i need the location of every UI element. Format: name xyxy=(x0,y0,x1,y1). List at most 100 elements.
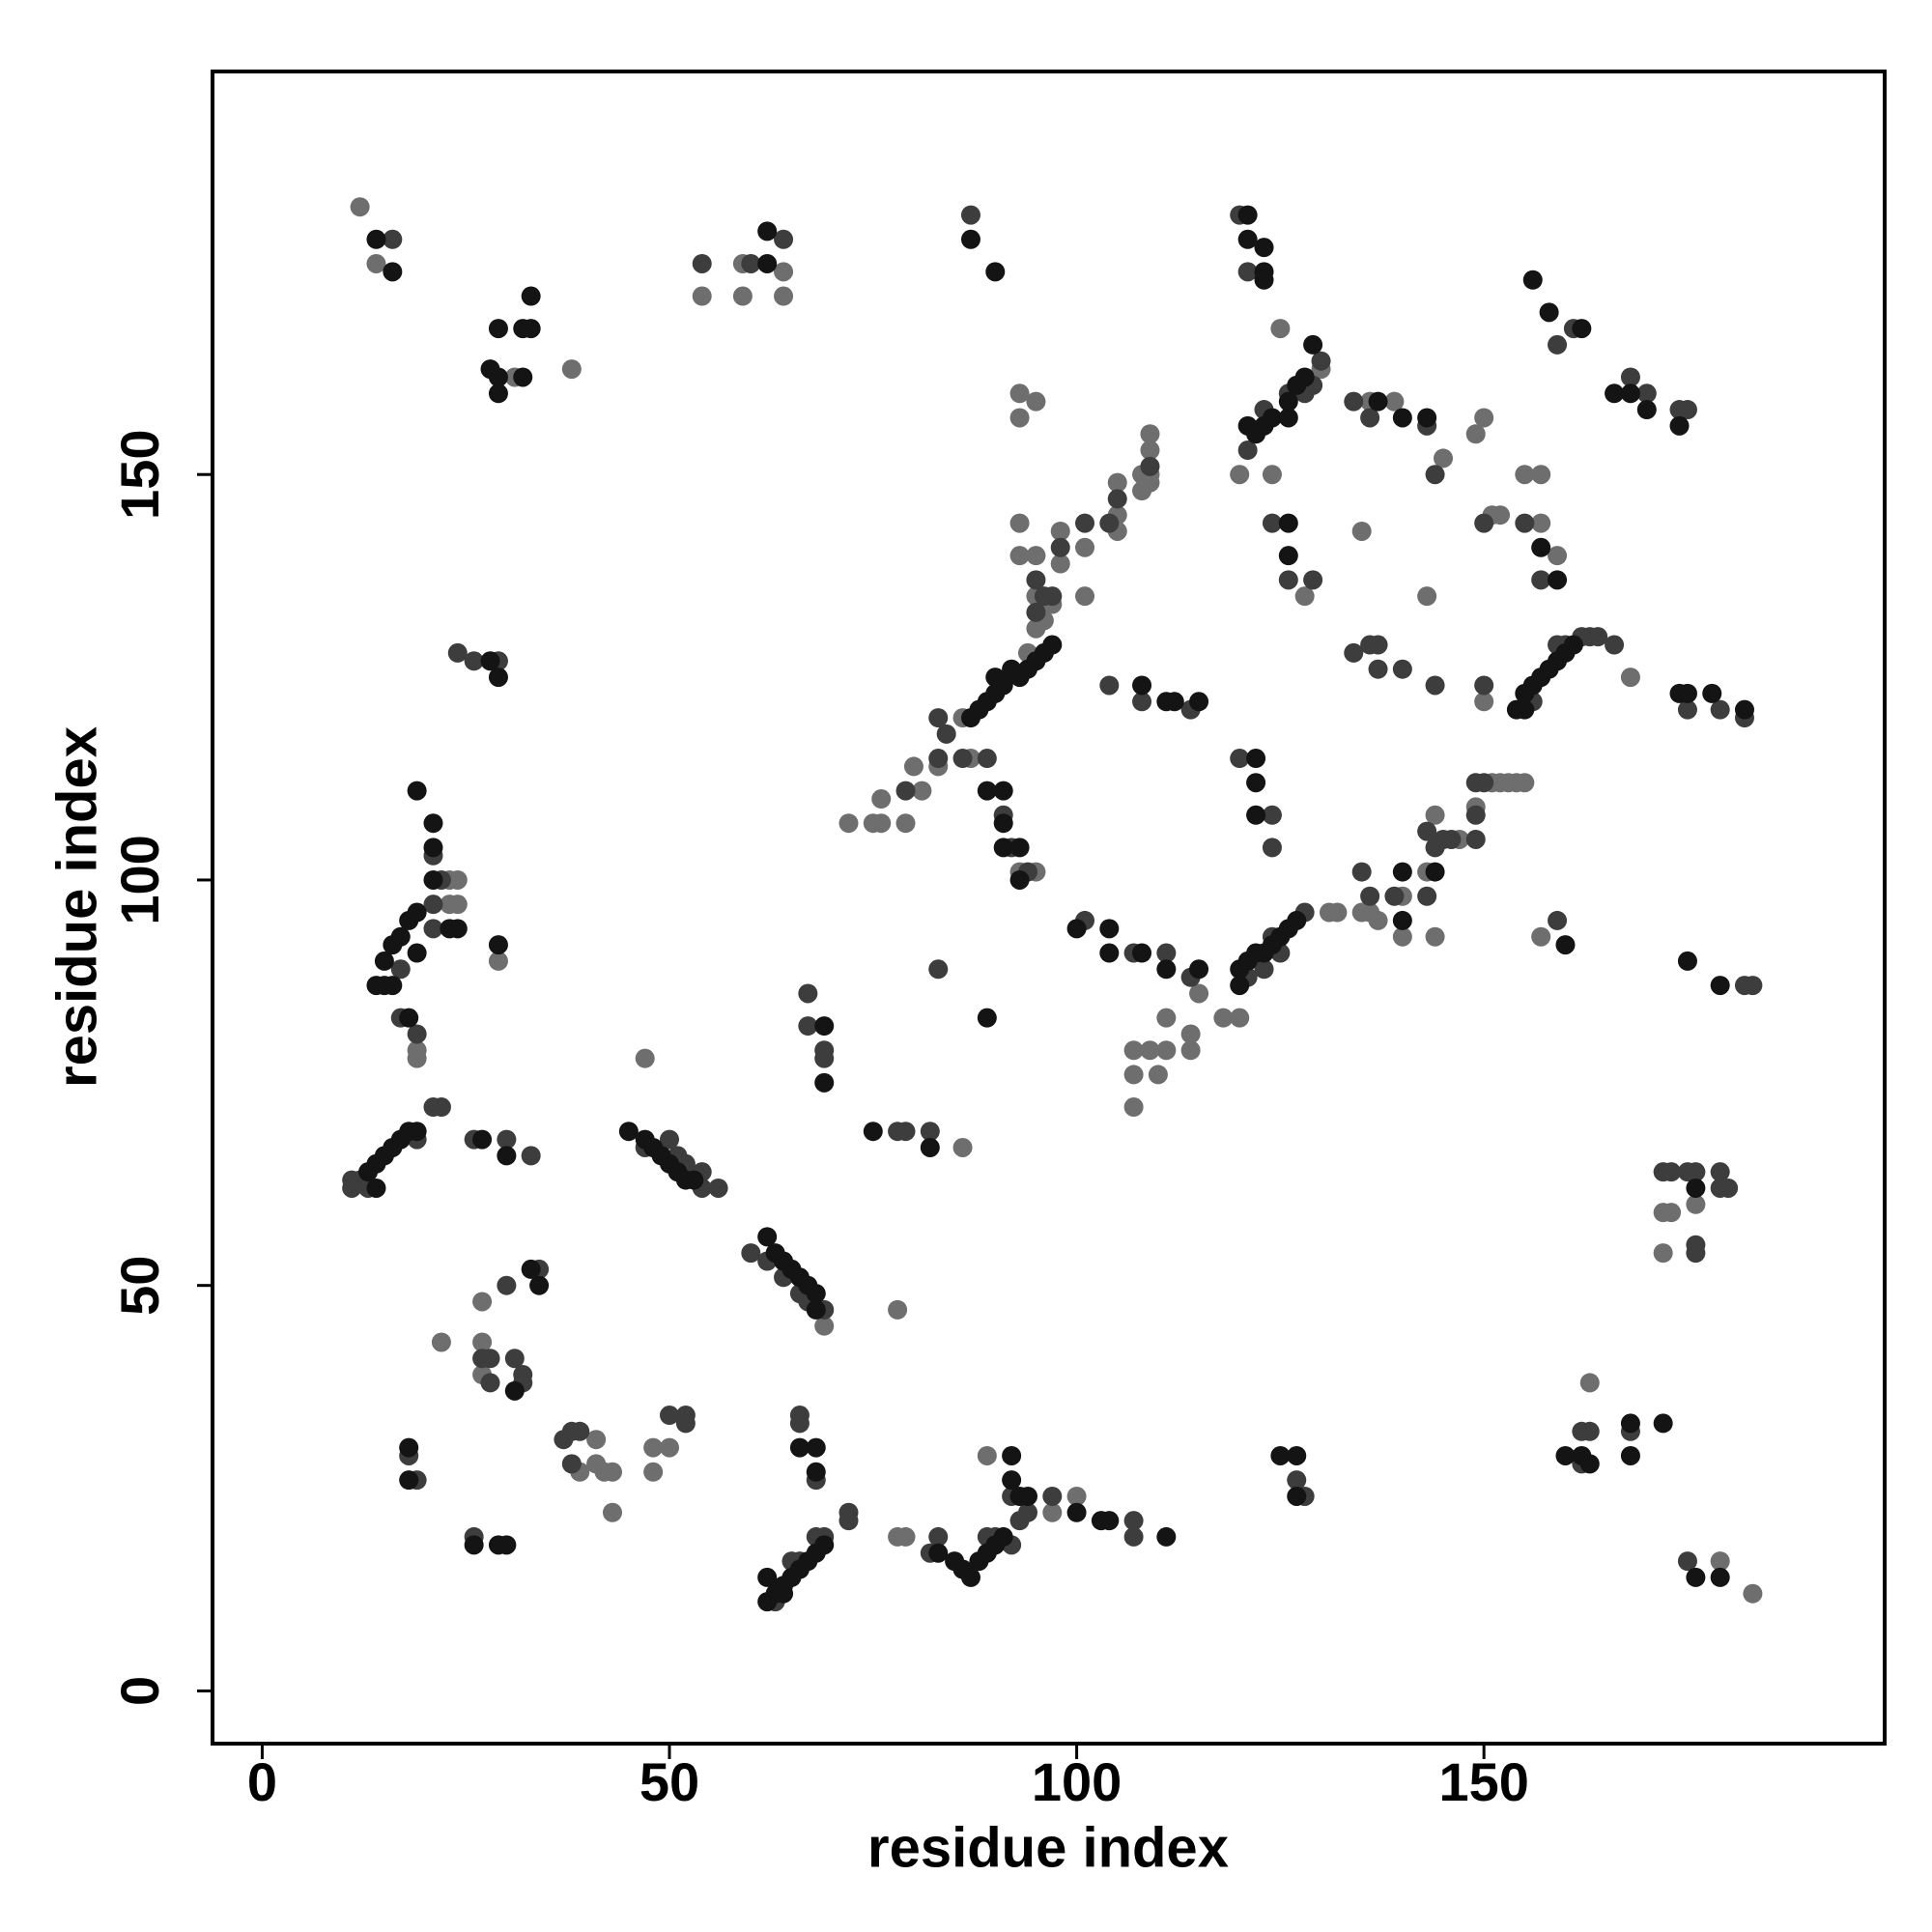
point xyxy=(1686,1178,1706,1198)
point xyxy=(342,1178,362,1198)
point xyxy=(1262,805,1282,825)
point xyxy=(928,1526,949,1547)
point xyxy=(1677,1551,1697,1572)
point xyxy=(806,1437,826,1458)
point xyxy=(1132,481,1152,501)
point xyxy=(960,1567,980,1587)
point xyxy=(789,1437,810,1458)
point xyxy=(732,286,753,306)
point xyxy=(423,869,443,890)
point xyxy=(529,1275,550,1295)
point xyxy=(488,951,508,971)
point xyxy=(602,1462,622,1482)
point xyxy=(660,1437,680,1458)
point xyxy=(985,262,1006,282)
point xyxy=(960,708,980,728)
point xyxy=(1636,384,1657,404)
point xyxy=(1392,910,1412,930)
point xyxy=(1653,1413,1673,1434)
point xyxy=(1425,926,1445,947)
point xyxy=(1686,1194,1706,1214)
point xyxy=(920,1122,940,1142)
point xyxy=(774,229,794,249)
point xyxy=(1262,838,1282,858)
point xyxy=(1474,692,1494,712)
point xyxy=(895,813,916,834)
point xyxy=(423,813,443,834)
x-tick-label: 0 xyxy=(247,1751,277,1812)
point xyxy=(488,935,508,955)
point xyxy=(1254,270,1274,290)
point xyxy=(977,781,997,801)
point xyxy=(806,1299,826,1320)
point xyxy=(374,951,394,971)
point xyxy=(1099,1511,1120,1531)
point xyxy=(1515,699,1535,720)
point xyxy=(806,1462,826,1482)
point xyxy=(1579,1454,1600,1474)
point xyxy=(1434,448,1454,469)
point xyxy=(1677,699,1697,720)
point xyxy=(863,1122,883,1142)
point xyxy=(1140,1040,1160,1061)
point xyxy=(993,781,1013,801)
point xyxy=(741,253,761,273)
point xyxy=(1620,1445,1640,1465)
point xyxy=(1287,1486,1307,1506)
point xyxy=(1620,367,1640,387)
point xyxy=(993,813,1013,834)
point xyxy=(789,1413,810,1434)
point xyxy=(952,749,973,769)
point xyxy=(684,1170,704,1190)
point xyxy=(1270,1445,1291,1465)
point xyxy=(1009,1511,1030,1531)
point xyxy=(1026,546,1046,566)
point xyxy=(399,1008,419,1028)
point xyxy=(407,943,427,963)
point xyxy=(1189,983,1209,1004)
point xyxy=(1156,959,1177,980)
point xyxy=(1237,415,1258,436)
point xyxy=(814,1016,835,1037)
y-tick-label: 50 xyxy=(109,1256,170,1316)
point xyxy=(1531,926,1551,947)
point xyxy=(521,1146,541,1166)
point xyxy=(1189,959,1209,980)
point xyxy=(1132,943,1152,963)
point xyxy=(1425,675,1445,696)
point xyxy=(977,749,997,769)
point xyxy=(1156,1008,1177,1028)
point xyxy=(407,1122,427,1142)
point xyxy=(1417,821,1437,841)
point xyxy=(960,229,980,249)
point xyxy=(1677,400,1697,420)
point xyxy=(383,935,403,955)
point xyxy=(1548,546,1568,566)
point xyxy=(675,1413,696,1434)
point xyxy=(1605,635,1625,655)
point xyxy=(1009,384,1030,404)
point xyxy=(1669,415,1690,436)
point xyxy=(838,1511,859,1531)
point xyxy=(1555,935,1576,955)
point xyxy=(1539,302,1559,323)
point xyxy=(1262,408,1282,428)
point xyxy=(1140,424,1160,444)
point xyxy=(757,1567,778,1587)
point xyxy=(757,221,778,242)
point xyxy=(888,1526,908,1547)
point xyxy=(1710,1551,1730,1572)
point xyxy=(513,367,533,387)
point xyxy=(1262,465,1282,485)
point xyxy=(407,781,427,801)
point xyxy=(1294,586,1315,607)
point xyxy=(1009,546,1030,566)
point xyxy=(863,813,883,834)
point xyxy=(618,1122,639,1142)
point xyxy=(447,895,468,915)
point xyxy=(366,253,386,273)
point xyxy=(1164,692,1184,712)
point xyxy=(871,789,892,810)
point xyxy=(1287,1470,1307,1491)
point xyxy=(1213,1008,1234,1028)
